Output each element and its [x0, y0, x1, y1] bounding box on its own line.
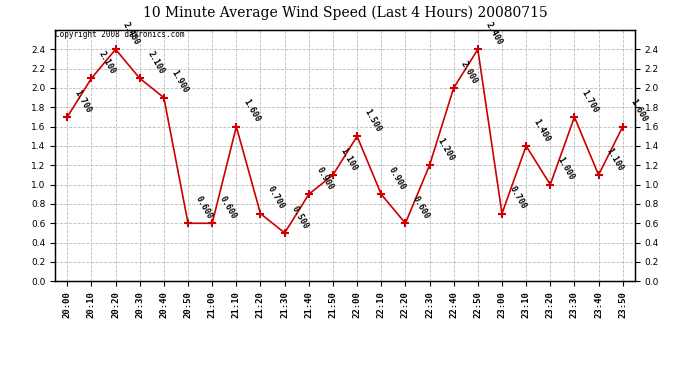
- Text: 10 Minute Average Wind Speed (Last 4 Hours) 20080715: 10 Minute Average Wind Speed (Last 4 Hou…: [143, 6, 547, 20]
- Text: 0.700: 0.700: [266, 184, 286, 211]
- Text: 0.600: 0.600: [194, 194, 214, 220]
- Text: 0.600: 0.600: [218, 194, 238, 220]
- Text: 0.900: 0.900: [387, 165, 407, 192]
- Text: 1.500: 1.500: [363, 107, 383, 134]
- Text: 1.600: 1.600: [242, 98, 262, 124]
- Text: 1.400: 1.400: [532, 117, 552, 143]
- Text: 0.500: 0.500: [290, 204, 310, 230]
- Text: 1.600: 1.600: [629, 98, 649, 124]
- Text: 2.000: 2.000: [460, 59, 480, 85]
- Text: 0.600: 0.600: [411, 194, 431, 220]
- Text: Copyright 2008 daVronics.com: Copyright 2008 daVronics.com: [55, 30, 185, 39]
- Text: 0.700: 0.700: [508, 184, 528, 211]
- Text: 1.100: 1.100: [604, 146, 624, 172]
- Text: 1.100: 1.100: [339, 146, 359, 172]
- Text: 2.100: 2.100: [97, 50, 117, 75]
- Text: 2.400: 2.400: [121, 20, 141, 46]
- Text: 1.700: 1.700: [73, 88, 93, 114]
- Text: 1.700: 1.700: [580, 88, 600, 114]
- Text: 2.400: 2.400: [484, 20, 504, 46]
- Text: 2.100: 2.100: [146, 50, 166, 75]
- Text: 1.900: 1.900: [170, 69, 190, 95]
- Text: 1.000: 1.000: [556, 156, 576, 182]
- Text: 1.200: 1.200: [435, 136, 455, 162]
- Text: 0.900: 0.900: [315, 165, 335, 192]
